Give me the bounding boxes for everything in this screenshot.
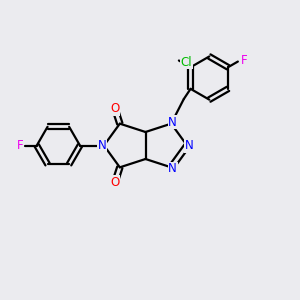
Text: O: O [110,102,120,115]
Text: F: F [241,54,248,67]
Text: F: F [16,139,23,152]
Text: Cl: Cl [181,56,192,68]
Text: N: N [98,139,107,152]
Text: N: N [168,116,177,129]
Text: N: N [168,162,177,175]
Text: N: N [185,139,194,152]
Text: O: O [110,176,120,189]
